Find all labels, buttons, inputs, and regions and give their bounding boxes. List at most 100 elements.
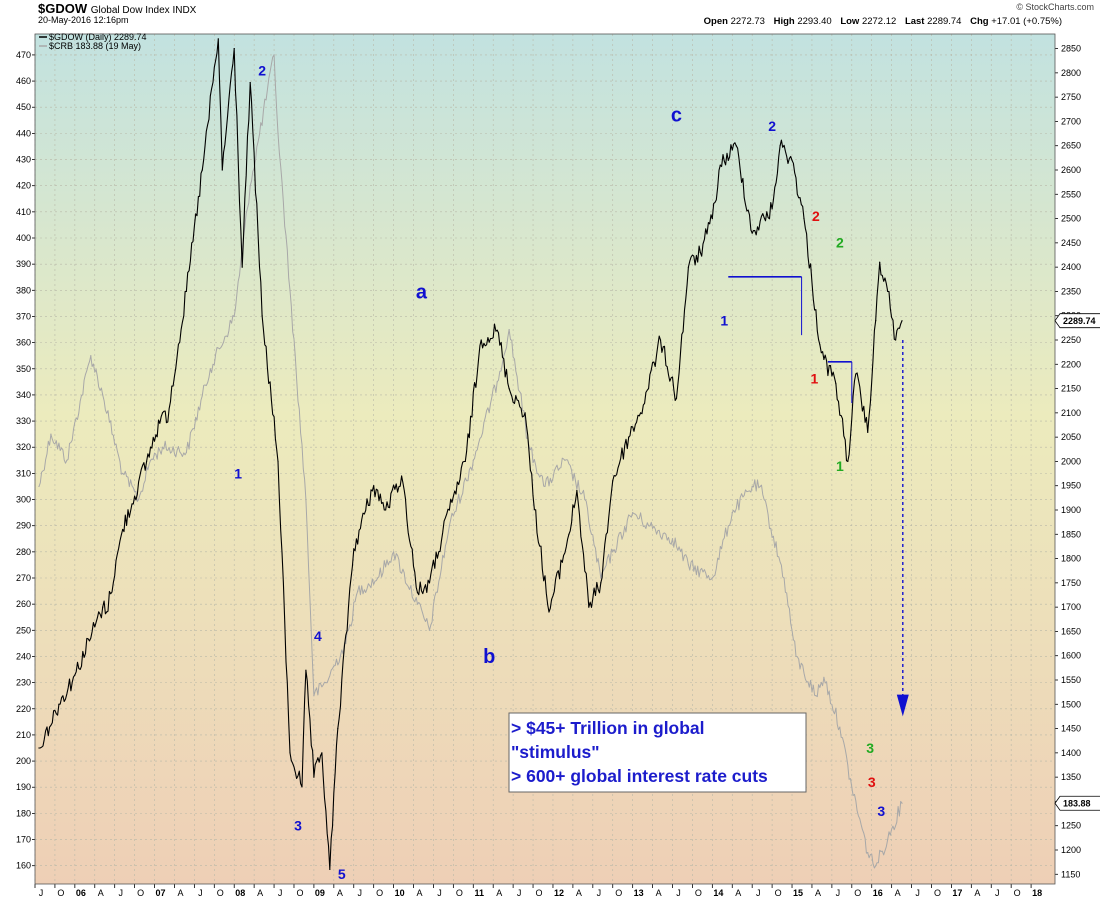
right-axis-tick-label: 2200 xyxy=(1061,359,1081,369)
x-tick-label: 18 xyxy=(1032,888,1042,898)
data-point-gdow xyxy=(337,727,339,730)
data-point-gdow xyxy=(201,169,203,171)
data-point-crb xyxy=(823,676,825,678)
x-tick-label: O xyxy=(217,888,224,898)
low-value: 2272.12 xyxy=(861,16,897,27)
left-axis-tick-label: 300 xyxy=(16,495,31,505)
data-point-crb xyxy=(671,538,674,540)
x-tick-label: O xyxy=(1014,888,1021,898)
x-tick-label: 13 xyxy=(634,888,644,898)
right-axis-tick-label: 2650 xyxy=(1061,141,1081,151)
right-axis-tick-label: 1350 xyxy=(1061,772,1081,782)
data-point-crb xyxy=(647,525,650,527)
right-axis-tick-label: 2450 xyxy=(1061,238,1081,248)
left-axis-tick-label: 470 xyxy=(16,50,31,60)
data-point-crb xyxy=(377,577,379,579)
data-point-crb xyxy=(102,394,104,396)
left-axis-tick-label: 270 xyxy=(16,573,31,583)
data-point-gdow xyxy=(305,669,307,671)
wave-label: 5 xyxy=(338,866,346,882)
low-label: Low xyxy=(840,16,860,27)
data-point-gdow xyxy=(879,261,881,263)
data-point-crb xyxy=(632,512,634,514)
data-point-gdow xyxy=(791,159,793,161)
right-axis-tick-label: 2250 xyxy=(1061,335,1081,345)
data-point-gdow xyxy=(779,145,781,147)
left-axis-tick-label: 430 xyxy=(16,155,31,165)
x-tick-label: 12 xyxy=(554,888,564,898)
open-value: 2272.73 xyxy=(730,16,765,27)
x-tick-label: J xyxy=(756,888,761,898)
data-point-crb xyxy=(66,459,68,461)
x-tick-label: O xyxy=(376,888,383,898)
data-point-gdow xyxy=(588,606,590,608)
x-tick-label: O xyxy=(615,888,622,898)
data-point-gdow xyxy=(751,232,753,234)
data-point-gdow xyxy=(329,868,331,871)
last-price-tag-box xyxy=(1054,313,1100,329)
data-point-crb xyxy=(867,852,869,854)
data-point-gdow xyxy=(373,485,375,487)
x-tick-label: O xyxy=(536,888,543,898)
data-point-gdow xyxy=(524,412,526,414)
wave-label: 1 xyxy=(720,312,728,328)
x-tick-label: J xyxy=(676,888,681,898)
left-axis-tick-label: 460 xyxy=(16,76,31,86)
data-point-crb xyxy=(149,459,152,461)
ohlc-readout: Open 2272.73 High 2293.40 Low 2272.12 La… xyxy=(698,16,1062,27)
data-point-gdow xyxy=(855,373,857,375)
data-point-gdow xyxy=(353,548,355,550)
x-tick-label: J xyxy=(517,888,522,898)
right-axis-tick-label: 2750 xyxy=(1061,92,1081,102)
ticker-title: $GDOW Global Dow Index INDX xyxy=(38,1,196,16)
data-point-gdow xyxy=(221,169,223,171)
left-axis-tick-label: 390 xyxy=(16,259,31,269)
data-point-crb xyxy=(325,682,327,684)
data-point-gdow xyxy=(628,436,630,438)
copyright: © StockCharts.com xyxy=(1016,2,1094,12)
x-tick-label: O xyxy=(854,888,861,898)
x-tick-label: A xyxy=(98,888,104,898)
data-point-gdow xyxy=(241,266,243,268)
data-point-crb xyxy=(496,381,498,383)
data-point-gdow xyxy=(819,344,821,346)
data-point-gdow xyxy=(803,217,805,220)
data-point-crb xyxy=(564,459,566,461)
left-axis-tick-label: 220 xyxy=(16,704,31,714)
x-tick-label: J xyxy=(597,888,602,898)
data-point-crb xyxy=(901,802,903,804)
x-tick-label: O xyxy=(137,888,144,898)
x-tick-label: A xyxy=(496,888,502,898)
left-axis-tick-label: 280 xyxy=(16,547,31,557)
wave-label: 2 xyxy=(768,118,776,134)
x-tick-label: J xyxy=(995,888,1000,898)
data-point-gdow xyxy=(576,489,578,492)
data-point-crb xyxy=(209,368,211,370)
data-point-gdow xyxy=(448,509,450,511)
data-point-crb xyxy=(839,726,841,728)
right-axis-tick-label: 2000 xyxy=(1061,456,1081,466)
left-axis-tick-label: 200 xyxy=(16,756,31,766)
ticker-symbol: $GDOW xyxy=(38,1,88,16)
open-label: Open xyxy=(703,16,728,27)
data-point-gdow xyxy=(835,383,837,385)
wave-label: b xyxy=(483,646,495,668)
right-axis-tick-label: 2100 xyxy=(1061,408,1081,418)
callout-border xyxy=(508,712,807,793)
left-axis-tick-label: 310 xyxy=(16,468,31,478)
data-point-gdow xyxy=(640,412,642,414)
data-point-crb xyxy=(185,451,188,454)
x-tick-label: A xyxy=(337,888,343,898)
left-axis-tick-label: 320 xyxy=(16,442,31,452)
data-point-gdow xyxy=(612,480,614,482)
right-axis-tick-label: 2050 xyxy=(1061,432,1081,442)
data-point-crb xyxy=(357,590,359,592)
data-point-gdow xyxy=(313,776,315,778)
data-point-gdow xyxy=(301,786,303,788)
data-point-gdow xyxy=(428,582,431,584)
crb-price-tag: 183.88 xyxy=(1054,795,1100,811)
x-tick-label: A xyxy=(974,888,980,898)
left-axis-tick-label: 170 xyxy=(16,835,31,845)
left-axis-tick-label: 350 xyxy=(16,364,31,374)
data-point-gdow xyxy=(416,591,419,594)
